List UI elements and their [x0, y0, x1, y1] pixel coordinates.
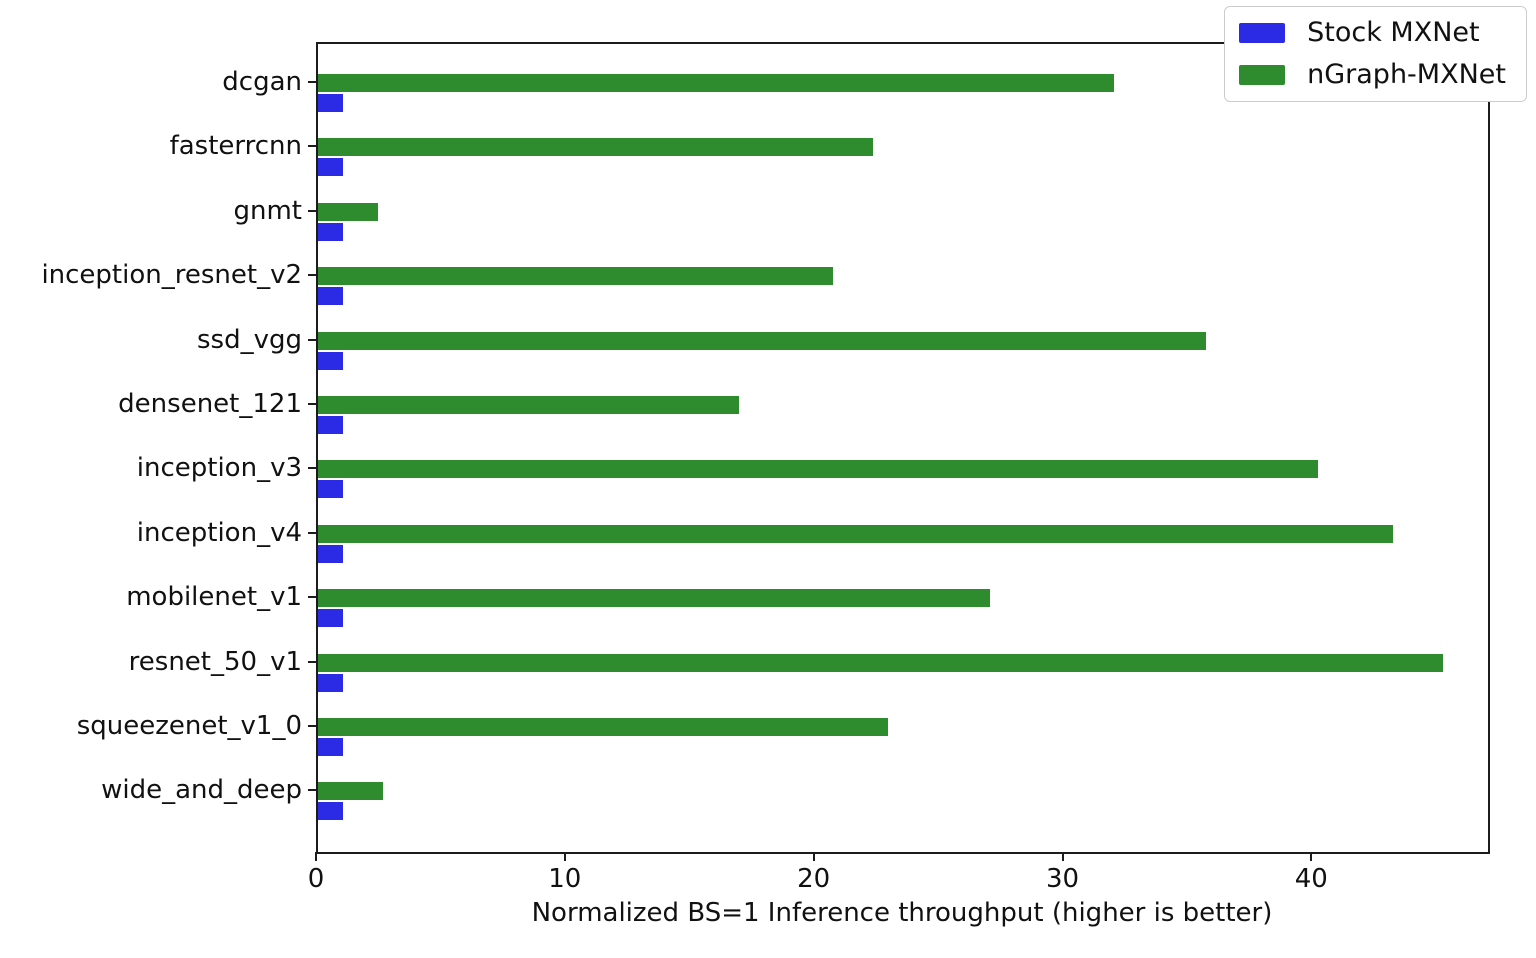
y-tick-ssd-vgg — [308, 338, 317, 341]
y-category-label-densenet-121: densenet_121 — [118, 389, 302, 419]
y-tick-squeezenet-v1-0 — [308, 725, 317, 727]
y-category-label-wide-and-deep: wide_and_deep — [101, 775, 302, 806]
x-tick-label-30: 30 — [1045, 864, 1080, 894]
bar-ngraph-mxnet-ssd-vgg — [318, 331, 1207, 350]
y-category-label-squeezenet-v1-0: squeezenet_v1_0 — [76, 711, 302, 741]
y-category-label-inception-v4: inception_v4 — [136, 517, 302, 548]
legend-entry-stock-mxnet: Stock MXNet — [1239, 19, 1506, 47]
bar-stock-mxnet-squeezenet-v1-0 — [318, 738, 343, 756]
bar-stock-mxnet-ssd-vgg — [318, 351, 343, 370]
plot-area — [316, 42, 1490, 854]
y-category-label-ssd-vgg: ssd_vgg — [197, 324, 302, 355]
bar-stock-mxnet-inception-resnet-v2 — [318, 287, 343, 306]
y-category-label-resnet-50-v1: resnet_50_v1 — [128, 646, 302, 677]
bar-ngraph-mxnet-squeezenet-v1-0 — [318, 718, 888, 736]
y-category-label-dcgan: dcgan — [222, 67, 302, 97]
y-tick-inception-v3 — [308, 467, 317, 470]
x-tick-label-40: 40 — [1294, 864, 1328, 894]
y-category-label-mobilenet-v1: mobilenet_v1 — [126, 582, 302, 613]
x-tick-20 — [812, 852, 815, 861]
legend-entry-ngraph-mxnet: nGraph-MXNet — [1239, 61, 1506, 89]
x-tick-40 — [1310, 852, 1313, 861]
y-tick-inception-resnet-v2 — [308, 274, 317, 277]
x-tick-label-10: 10 — [548, 864, 582, 894]
x-axis-title: Normalized BS=1 Inference throughput (hi… — [531, 898, 1273, 928]
legend-label-ngraph-mxnet: nGraph-MXNet — [1307, 59, 1506, 90]
x-tick-0 — [315, 852, 317, 861]
bar-ngraph-mxnet-inception-resnet-v2 — [318, 267, 834, 286]
bar-ngraph-mxnet-dcgan — [318, 74, 1115, 92]
bar-stock-mxnet-gnmt — [318, 222, 343, 241]
bar-stock-mxnet-wide-and-deep — [318, 802, 343, 821]
y-tick-inception-v4 — [308, 531, 317, 534]
legend: Stock MXNet nGraph-MXNet — [1224, 6, 1527, 102]
x-tick-30 — [1061, 852, 1064, 861]
bar-stock-mxnet-resnet-50-v1 — [318, 673, 343, 692]
y-category-label-fasterrcnn: fasterrcnn — [169, 131, 302, 162]
bar-ngraph-mxnet-mobilenet-v1 — [318, 589, 990, 608]
bar-stock-mxnet-inception-v3 — [318, 480, 343, 499]
bar-ngraph-mxnet-gnmt — [318, 202, 378, 221]
bar-stock-mxnet-fasterrcnn — [318, 158, 343, 177]
legend-swatch-stock-mxnet-icon — [1239, 23, 1286, 43]
y-tick-resnet-50-v1 — [308, 660, 317, 663]
bar-ngraph-mxnet-inception-v3 — [318, 460, 1319, 479]
legend-swatch-ngraph-mxnet-icon — [1239, 65, 1286, 85]
bar-ngraph-mxnet-densenet-121 — [318, 396, 739, 414]
y-tick-fasterrcnn — [308, 145, 317, 148]
x-tick-10 — [563, 852, 566, 861]
y-tick-mobilenet-v1 — [308, 596, 317, 599]
bar-ngraph-mxnet-inception-v4 — [318, 524, 1393, 543]
x-tick-label-0: 0 — [307, 864, 325, 894]
bar-stock-mxnet-inception-v4 — [318, 544, 343, 563]
y-tick-wide-and-deep — [308, 789, 317, 792]
y-tick-gnmt — [308, 209, 317, 212]
y-category-label-inception-resnet-v2: inception_resnet_v2 — [41, 260, 302, 291]
bar-ngraph-mxnet-wide-and-deep — [318, 782, 383, 801]
bar-ngraph-mxnet-resnet-50-v1 — [318, 653, 1443, 672]
y-tick-dcgan — [308, 81, 317, 83]
bar-stock-mxnet-mobilenet-v1 — [318, 609, 343, 628]
bar-ngraph-mxnet-fasterrcnn — [318, 138, 873, 157]
bar-stock-mxnet-densenet-121 — [318, 416, 343, 434]
legend-label-stock-mxnet: Stock MXNet — [1307, 17, 1480, 48]
y-category-label-gnmt: gnmt — [233, 195, 302, 226]
bar-stock-mxnet-dcgan — [318, 94, 343, 112]
y-tick-densenet-121 — [308, 403, 317, 405]
x-tick-label-20: 20 — [797, 864, 831, 894]
y-category-label-inception-v3: inception_v3 — [136, 453, 302, 484]
